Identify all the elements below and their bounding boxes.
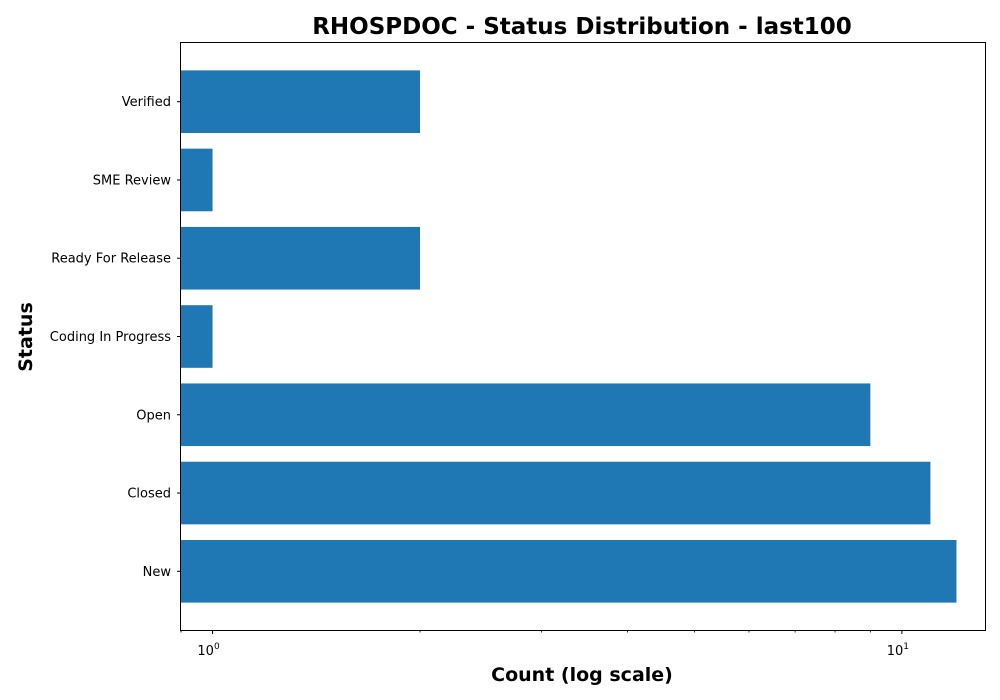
chart-title: RHOSPDOC - Status Distribution - last100 [312,14,852,40]
y-tick-label: Verified [122,95,171,110]
bar-coding-in-progress [181,305,213,368]
x-tick-label: 100 [197,642,220,659]
plot-area-frame [180,42,986,631]
x-ticks-layer: 100 101 [180,630,909,659]
y-tick-label: Ready For Release [51,252,171,267]
bar-verified [181,70,421,134]
y-ticks-layer: New Closed Open Coding In Progress Ready For… [50,95,181,580]
bars-layer [181,70,957,603]
x-tick-label: 101 [887,642,909,659]
y-tick-label: Coding In Progress [50,330,171,345]
y-tick-label: Open [136,408,171,423]
x-axis-label: Count (log scale) [491,664,673,686]
bar-new [181,539,957,603]
bar-closed [181,461,931,525]
y-tick-label: SME Review [93,173,172,188]
bar-ready-for-release [181,226,421,290]
y-tick-label: New [143,565,172,580]
y-axis-label: Status [15,302,37,372]
bar-open [181,383,871,447]
bar-sme-review [181,148,213,212]
y-tick-label: Closed [127,487,171,502]
